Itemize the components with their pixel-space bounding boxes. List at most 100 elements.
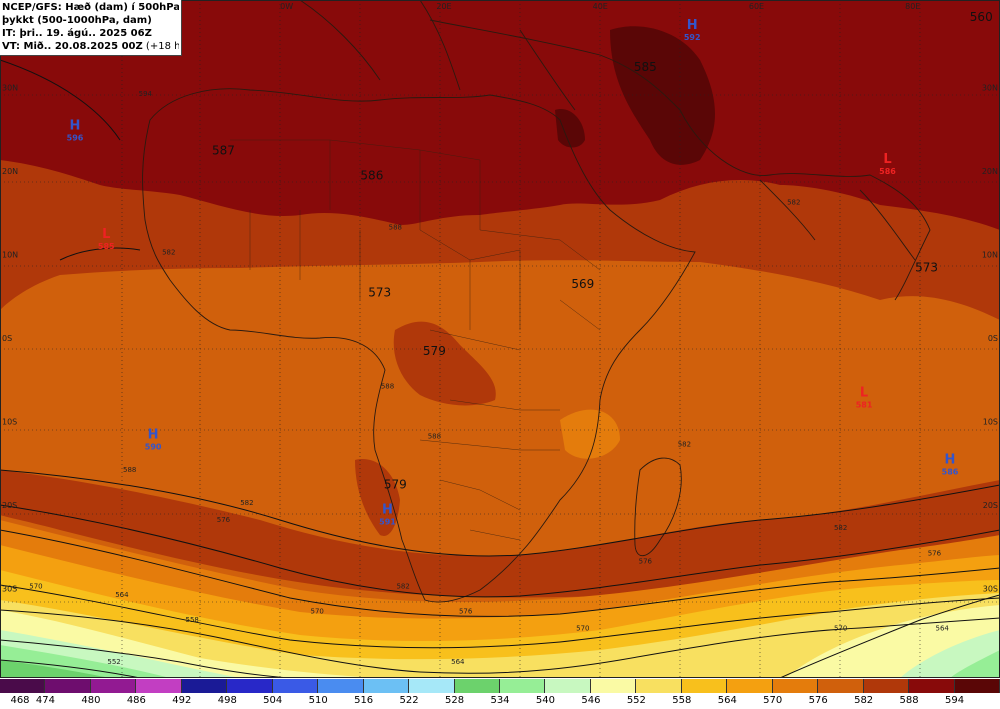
legend-label-522: 522 xyxy=(399,695,419,706)
lat-label-right-2: 10N xyxy=(982,251,998,260)
lon-label-0: 0W xyxy=(280,2,293,11)
lon-label-2: 40E xyxy=(593,2,608,11)
info-line-init-time: IT: þri.. 19. ágú.. 2025 06Z xyxy=(2,28,152,39)
legend-swatch-540 xyxy=(545,679,591,693)
legend-label-474: 474 xyxy=(35,695,55,706)
contour-label-16: 570 xyxy=(834,624,847,632)
band-594-nile xyxy=(555,109,585,148)
legend-label-546: 546 xyxy=(581,695,601,706)
legend-label-504: 504 xyxy=(263,695,283,706)
contour-label-17: 564 xyxy=(115,591,129,599)
thickness-label-7: 560 xyxy=(970,10,993,24)
contour-label-21: 552 xyxy=(107,658,120,666)
contour-label-15: 570 xyxy=(576,624,589,632)
info-line-model: NCEP/GFS: Hæð (dam) í 500hPa og xyxy=(2,2,179,13)
center-letter: L xyxy=(883,152,891,167)
legend-label-480: 480 xyxy=(81,695,101,706)
contour-label-22: 588 xyxy=(389,224,402,232)
lon-label-1: 20E xyxy=(436,2,451,11)
contour-label-14: 570 xyxy=(311,608,324,616)
legend-label-564: 564 xyxy=(717,695,737,706)
center-value: 591 xyxy=(379,518,396,527)
legend-label-492: 492 xyxy=(172,695,192,706)
lat-label-left-3: 0S xyxy=(2,334,12,343)
legend-swatch-564 xyxy=(727,679,773,693)
band-582-congo xyxy=(393,321,496,406)
thickness-labels: 587 586 573 569 579 579 573 560 585 xyxy=(212,10,993,492)
contour-label-10: 576 xyxy=(459,608,473,616)
center-value: 592 xyxy=(684,33,701,42)
color-legend: 468 474 480 486 492 498 504 510 516 522 528 534 540 5… xyxy=(0,679,1000,709)
lat-label-left-5: 20S xyxy=(2,501,17,510)
legend-swatch-468 xyxy=(0,679,46,693)
contour-label-7: 582 xyxy=(787,199,800,207)
contour-label-3: 588 xyxy=(428,432,441,440)
contour-label-20: 558 xyxy=(186,616,199,624)
legend-label-510: 510 xyxy=(308,695,328,706)
thickness-label-2: 573 xyxy=(368,285,391,299)
band-594-north xyxy=(610,26,715,165)
legend-label-582: 582 xyxy=(854,695,874,706)
thickness-label-8: 585 xyxy=(634,60,657,74)
info-line-valid-time: VT: Mið.. 20.08.2025 00Z (+18 h) xyxy=(2,40,179,53)
center-letter: L xyxy=(860,386,868,401)
contour-label-23: 582 xyxy=(162,249,175,257)
center-value: 585 xyxy=(98,242,115,251)
legend-swatch-516 xyxy=(363,679,410,693)
contour-label-2: 588 xyxy=(123,466,136,474)
legend-swatch-558 xyxy=(681,679,728,693)
legend-swatch-552 xyxy=(636,679,682,693)
legend-label-516: 516 xyxy=(354,695,374,706)
lat-label-right-3: 0S xyxy=(988,334,998,343)
legend-swatch-588 xyxy=(909,679,955,693)
legend-swatch-474 xyxy=(45,679,91,693)
lat-label-left-2: 10N xyxy=(2,251,18,260)
latitude-ticks: 30N 30N 20N 20N 10N 10N 0S 0S 10S 10S 20S 20S 30S 30S xyxy=(2,84,998,594)
band-582-south xyxy=(0,470,1000,598)
contour-label-19: 564 xyxy=(936,624,950,632)
legend-label-552: 552 xyxy=(626,695,646,706)
thickness-label-1: 586 xyxy=(360,169,383,183)
contour-label-13: 570 xyxy=(29,583,42,591)
contour-labels: 594 588 588 588 582 582 582 582 582 576 576 576 576 5… xyxy=(29,90,949,666)
center-value: 590 xyxy=(145,442,162,451)
contour-label-0: 594 xyxy=(139,90,153,98)
center-letter: H xyxy=(687,18,698,33)
lon-label-3: 60E xyxy=(749,2,764,11)
band-582-namibia xyxy=(355,459,400,536)
lat-label-right-4: 10S xyxy=(983,418,998,427)
legend-swatch-510 xyxy=(318,679,364,693)
lat-label-left-6: 30S xyxy=(2,585,17,594)
center-letter: H xyxy=(382,503,393,518)
legend-label-594: 594 xyxy=(944,695,965,706)
center-value: 586 xyxy=(879,167,896,176)
legend-swatch-534 xyxy=(500,679,546,693)
contour-label-12: 576 xyxy=(928,549,942,557)
info-line-thickness: þykkt (500-1000hPa, dam) xyxy=(2,15,152,26)
longitude-ticks: 0W 20E 40E 60E 80E xyxy=(280,2,920,11)
band-528 xyxy=(0,660,110,678)
lon-label-4: 80E xyxy=(905,2,920,11)
legend-label-576: 576 xyxy=(808,695,828,706)
weather-map: 594 588 588 588 582 582 582 582 582 576 576 576 576 5… xyxy=(0,0,1000,678)
lead-time: (+18 h) xyxy=(145,41,179,52)
center-letter: H xyxy=(148,427,159,442)
legend-label-468: 468 xyxy=(10,695,30,706)
contour-label-5: 582 xyxy=(678,441,691,449)
center-letter: L xyxy=(102,227,110,242)
thickness-label-0: 587 xyxy=(212,143,235,157)
legend-swatch-486 xyxy=(136,679,182,693)
legend-swatch-528 xyxy=(454,679,500,693)
legend-swatch-480 xyxy=(90,679,137,693)
band-588-north xyxy=(0,0,1000,230)
legend-swatch-576 xyxy=(818,679,864,693)
band-552 xyxy=(0,593,1000,678)
contour-label-4: 582 xyxy=(240,499,253,507)
